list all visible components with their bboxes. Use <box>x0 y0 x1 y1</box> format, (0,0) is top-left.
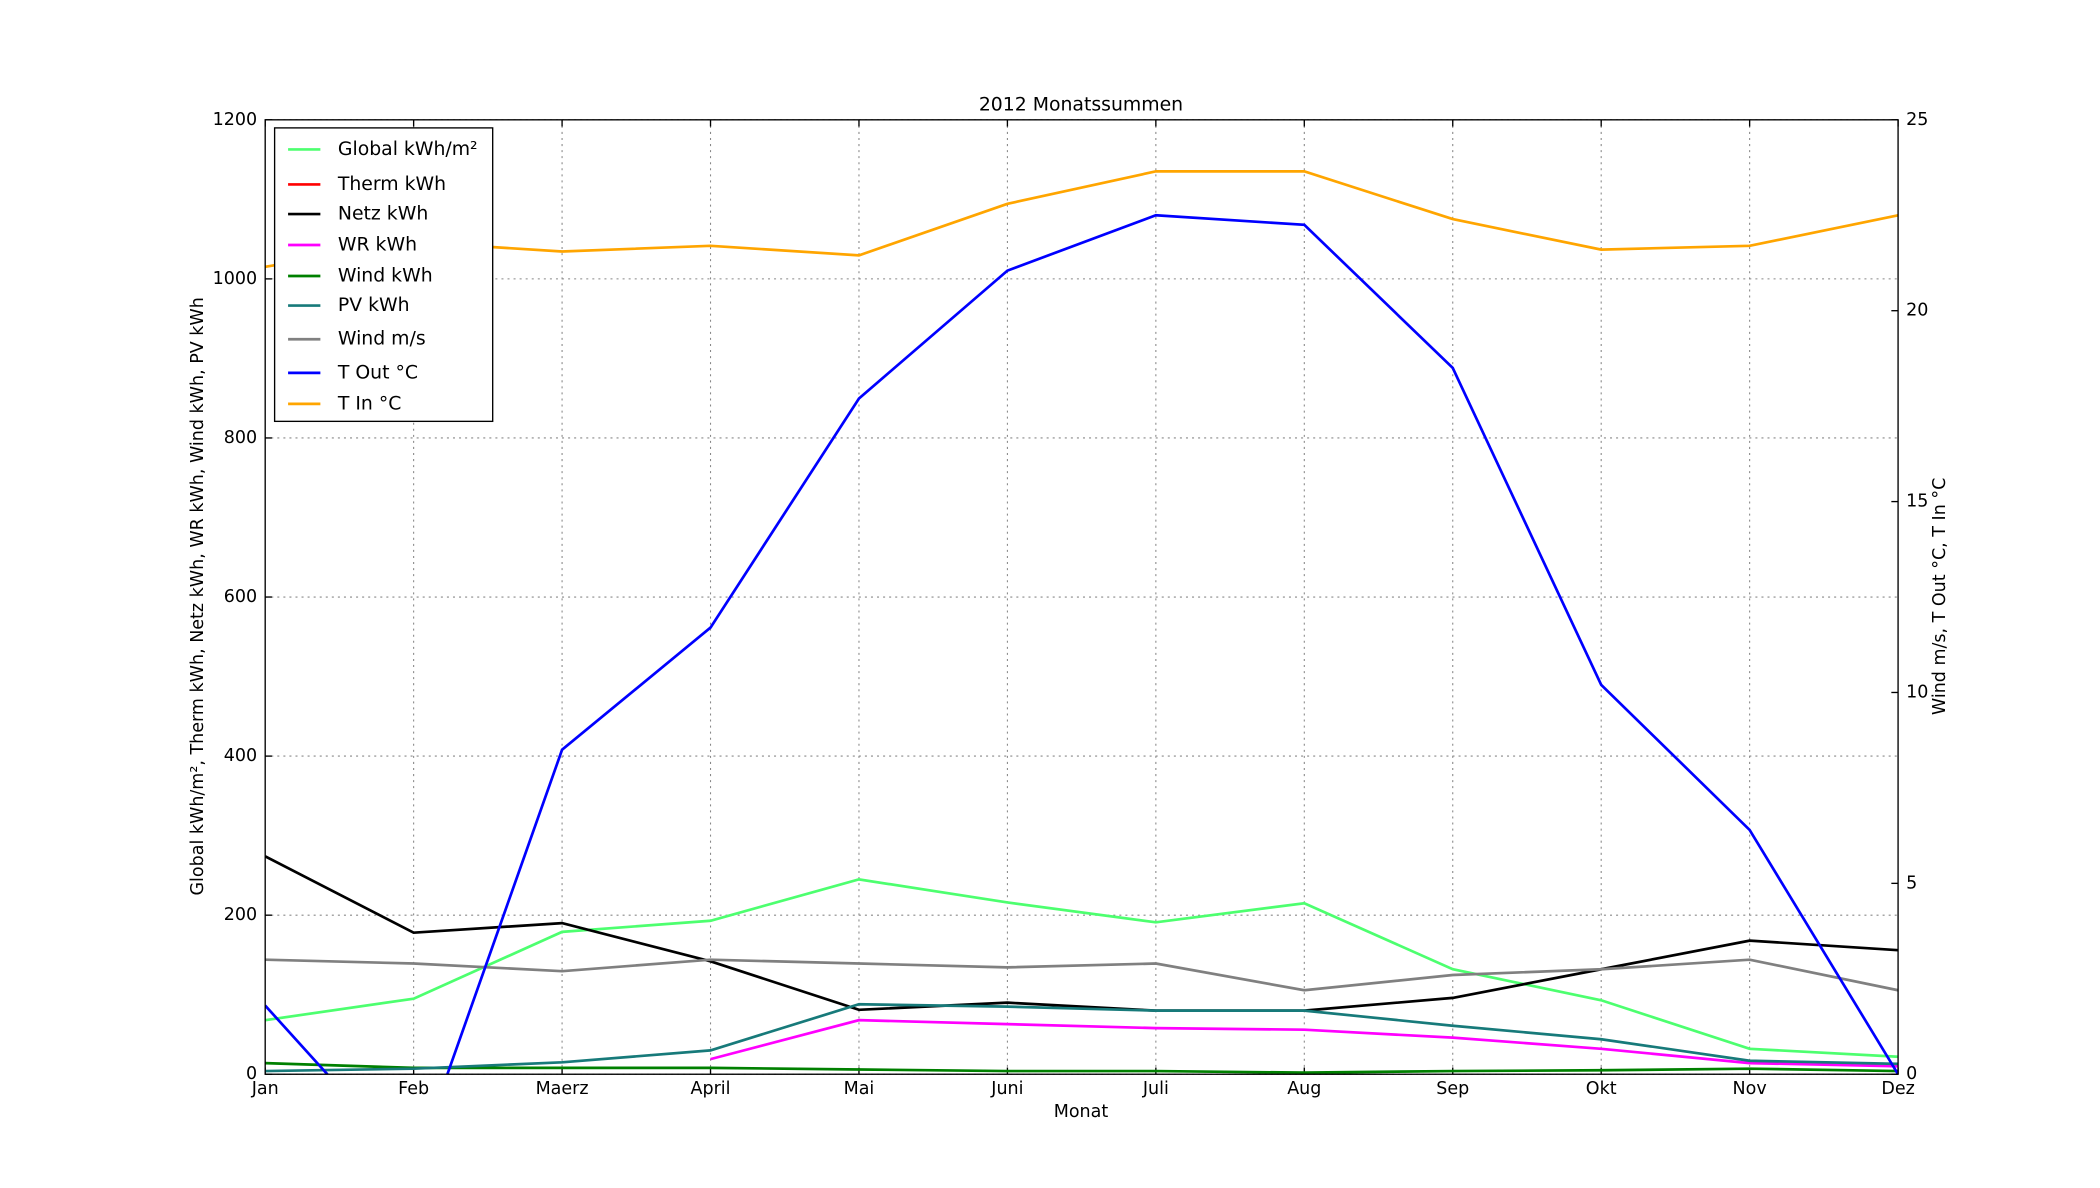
x-tick-label: April <box>691 1079 731 1099</box>
y-tick-label: 600 <box>224 587 257 607</box>
legend-label: Wind kWh <box>338 265 433 286</box>
chart-title: 2012 Monatssummen <box>979 95 1183 116</box>
plot-lines <box>265 170 1899 1075</box>
x-tick-label: Sep <box>1436 1079 1469 1099</box>
x-tick-label: Jan <box>251 1079 279 1099</box>
legend-label: PV kWh <box>338 295 410 316</box>
y-axis-label: Global kWh/m², Therm kWh, Netz kWh, WR k… <box>188 297 208 895</box>
legend-label: Netz kWh <box>338 204 428 225</box>
y-tick-label: 200 <box>224 905 257 925</box>
x-tick-label: Mai <box>844 1079 875 1099</box>
x-tick-label: Aug <box>1287 1079 1321 1099</box>
x-tick-label: Juli <box>1142 1079 1169 1099</box>
series-line <box>265 213 1899 1075</box>
x-tick-label: Okt <box>1586 1079 1617 1099</box>
legend-label: T Out °C <box>337 362 418 383</box>
y-tick-label: 800 <box>224 428 257 448</box>
y-tick-label: 1000 <box>213 269 258 289</box>
y2-tick-label: 0 <box>1906 1064 1917 1084</box>
legend: Global kWh/m² Therm kWh Netz kWh WR kWh Wind… <box>273 127 494 423</box>
series-line <box>265 1061 1899 1074</box>
series-line <box>265 855 1899 1012</box>
legend-label: WR kWh <box>338 235 417 256</box>
series-line <box>265 1002 1899 1073</box>
y2-tick-label: 15 <box>1906 492 1928 512</box>
series-line <box>265 170 1899 269</box>
y-tick-label: 1200 <box>213 110 258 130</box>
legend-label: T In °C <box>337 393 402 414</box>
y2-tick-label: 20 <box>1906 301 1928 321</box>
x-tick-label: Maerz <box>536 1079 589 1099</box>
legend-label: Therm kWh <box>337 174 446 195</box>
series-line <box>710 1018 1899 1068</box>
y-tick-label: 400 <box>224 746 257 766</box>
y2-tick-label: 25 <box>1906 110 1928 130</box>
x-tick-label: Nov <box>1733 1079 1767 1099</box>
legend-label: Wind m/s <box>338 329 426 350</box>
plot-frame <box>264 119 1899 1075</box>
legend-label: Global kWh/m² <box>338 139 478 160</box>
x-tick-label: Dez <box>1881 1079 1914 1099</box>
x-tick-label: Juni <box>990 1079 1023 1099</box>
y2-axis-label: Wind m/s, T Out °C, T In °C <box>1930 478 1950 715</box>
y2-tick-label: 10 <box>1906 682 1928 702</box>
series-line <box>265 958 1899 992</box>
y2-tick-label: 5 <box>1906 873 1917 893</box>
x-axis-label: Monat <box>1054 1102 1109 1122</box>
y-tick-label: 0 <box>246 1064 257 1084</box>
series-line <box>265 878 1899 1059</box>
x-tick-label: Feb <box>398 1079 429 1099</box>
